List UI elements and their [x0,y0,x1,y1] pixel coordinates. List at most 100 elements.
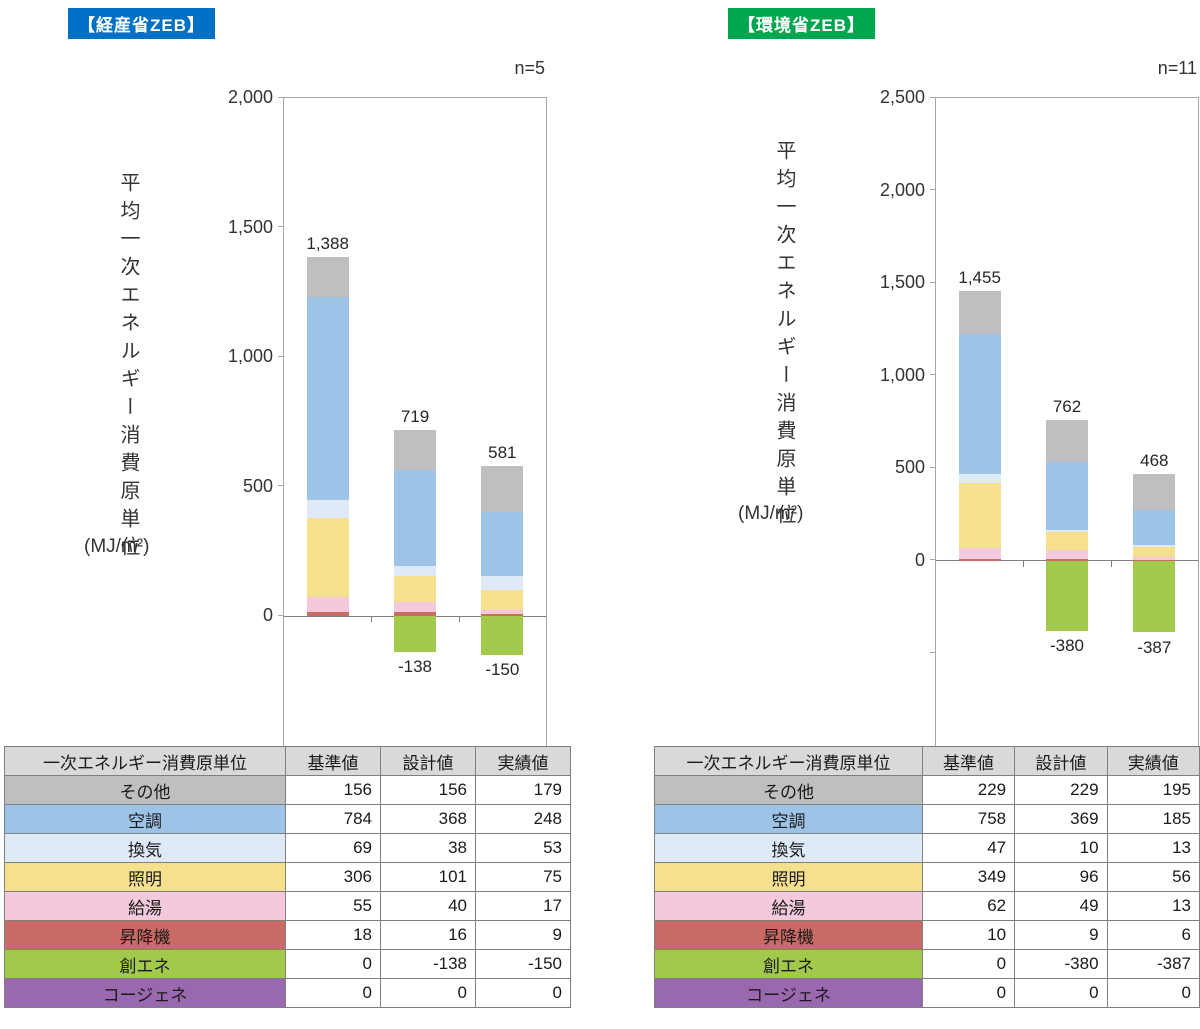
bar-segment [481,576,524,591]
table-value-cell: 38 [380,833,476,863]
table-value-cell: 0 [1014,978,1108,1008]
table-row: 換気 69 38 53 [4,833,571,863]
table-row: 創エネ 0 -138 -150 [4,949,571,979]
y-axis-tick-label: 2,500 [879,87,925,107]
y-axis-tick-label: 0 [914,549,925,570]
row-category-label: 給湯 [4,891,286,921]
row-category-label: その他 [4,775,286,805]
y-axis-tick-mark [278,614,283,616]
plot-area: 1,388 719 -138 581 -150 [283,97,547,747]
row-category-label: 昇降機 [4,920,286,950]
bar-total-label: 1,455 [958,268,1001,288]
y-axis-tick-mark [278,96,283,98]
bar-negative-label: -387 [1137,637,1172,657]
bar-segment [394,616,436,653]
bar-segment [481,465,524,513]
y-axis-tick-mark [930,96,935,98]
y-axis-tick-mark [930,651,935,653]
bar-segment [1046,532,1088,551]
bar-total-label: 762 [1052,396,1082,416]
bar-segment [958,291,1001,334]
bar-segment [1046,530,1088,533]
y-axis-tick-mark [930,466,935,468]
bar-segment [481,512,524,577]
y-axis-title: 平均一次エネルギー消費原単位 [117,172,139,564]
x-axis-tick-mark [458,616,460,623]
y-axis-tick-label: 1,000 [227,346,273,367]
table-value-cell: 195 [1106,775,1200,805]
bar-segment [1046,419,1088,463]
y-axis-tick-label: 2,000 [227,87,273,107]
table-value-cell: 248 [475,804,571,834]
bar-segment [1133,544,1176,547]
bar-total-label: 1,388 [306,233,349,253]
bar-segment [306,500,349,519]
bar-segment [958,482,1001,548]
row-category-label: コージェネ [654,978,923,1008]
bar-segment [306,518,349,598]
table-value-cell: 6 [1106,920,1200,950]
table-value-cell: 62 [921,891,1016,921]
row-category-label: 換気 [654,833,923,863]
bar-segment [394,575,436,602]
bar-segment [481,616,524,656]
bar-total-label: 581 [488,442,517,462]
bar-segment [394,470,436,566]
table-value-cell: 156 [285,775,381,805]
bar-segment [1133,557,1176,560]
table-value-cell: 0 [475,978,571,1008]
table-header-row: 一次エネルギー消費原単位 基準値 設計値 実績値 [654,746,1200,776]
table-value-cell: -380 [1014,949,1108,979]
table-header-cell: 実績値 [475,746,571,776]
table-value-cell: 9 [475,920,571,950]
row-category-label: 空調 [654,804,923,834]
row-category-label: コージェネ [4,978,286,1008]
meti-zeb-panel: 【経産省ZEB】 n=5 平均一次エネルギー消費原単位 (MJ/m²) 2,00… [4,8,571,1008]
y-axis: 2,500 2,000 1,500 1,000 500 0 [600,88,935,745]
table-row: コージェネ 0 0 0 [4,978,571,1008]
bar-segment [306,611,349,617]
table-header-cell: 基準値 [285,746,381,776]
bar-segment [394,430,436,471]
data-table: 一次エネルギー消費原単位 基準値 設計値 実績値 その他 229 229 195 空調 758 36… [654,746,1200,1008]
y-axis-tick-label: 1,000 [879,364,925,385]
row-category-label: 創エネ [654,949,923,979]
bar-segment [394,565,436,576]
row-category-label: 照明 [654,862,923,892]
table-value-cell: 10 [1014,833,1108,863]
row-category-label: その他 [654,775,923,805]
table-value-cell: 229 [1014,775,1108,805]
table-value-cell: 9 [1014,920,1108,950]
y-axis-tick-label: 0 [262,605,273,626]
table-row: 空調 758 369 185 [654,804,1200,834]
bar-segment [481,614,524,617]
y-axis-tick-mark [930,374,935,376]
y-axis-tick-label: 500 [894,457,925,478]
table-value-cell: 368 [380,804,476,834]
panel-title-badge: 【経産省ZEB】 [68,8,215,39]
plot-area: 1,455 762 -380 468 -387 [935,97,1199,747]
table-value-cell: -138 [380,949,476,979]
bar-segment [481,590,524,610]
table-value-cell: 18 [285,920,381,950]
table-value-cell: 758 [921,804,1016,834]
table-value-cell: 47 [921,833,1016,863]
bar-segment [1133,559,1176,561]
table-value-cell: 179 [475,775,571,805]
table-row: 空調 784 368 248 [4,804,571,834]
table-value-cell: 784 [285,804,381,834]
table-value-cell: 0 [1106,978,1200,1008]
y-axis-tick-label: 1,500 [879,272,925,293]
row-category-label: 換気 [4,833,286,863]
y-axis-tick-mark [278,485,283,487]
table-header-cell: 一次エネルギー消費原単位 [654,746,923,776]
table-value-cell: 53 [475,833,571,863]
sample-size-label: n=11 [1157,58,1197,78]
row-category-label: 創エネ [4,949,286,979]
table-value-cell: 0 [921,978,1016,1008]
bar-segment [306,256,349,298]
table-value-cell: 0 [380,978,476,1008]
table-value-cell: 69 [285,833,381,863]
table-value-cell: -150 [475,949,571,979]
table-row: その他 229 229 195 [654,775,1200,805]
